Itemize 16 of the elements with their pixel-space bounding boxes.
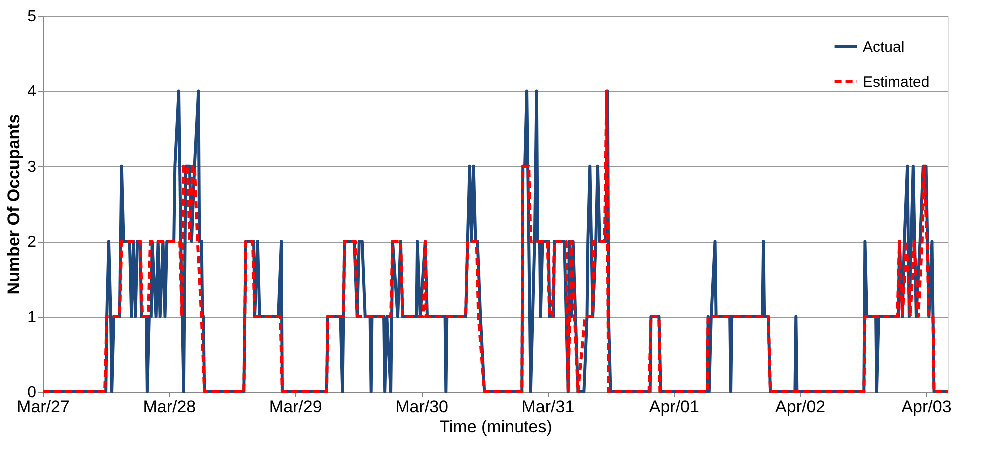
x-tick-label: Mar/30 (396, 398, 449, 416)
y-tick-label: 3 (28, 158, 37, 176)
x-tick-label: Apr/03 (902, 398, 952, 416)
x-tick-label: Apr/02 (776, 398, 826, 416)
y-axis-title: Number Of Occupants (4, 114, 24, 295)
y-tick-label: 1 (28, 309, 37, 326)
x-tick-label: Mar/29 (269, 398, 322, 416)
y-tick-label: 2 (28, 234, 37, 252)
y-tick-label: 4 (28, 84, 37, 101)
y-tick-label: 5 (28, 8, 37, 26)
legend-label: Estimated (863, 74, 930, 91)
x-tick-label: Mar/28 (143, 398, 196, 416)
x-tick-label: Mar/31 (522, 398, 575, 416)
x-axis-title: Time (minutes) (440, 418, 552, 436)
x-tick-label: Apr/01 (649, 398, 700, 416)
legend-label: Actual (863, 39, 905, 56)
